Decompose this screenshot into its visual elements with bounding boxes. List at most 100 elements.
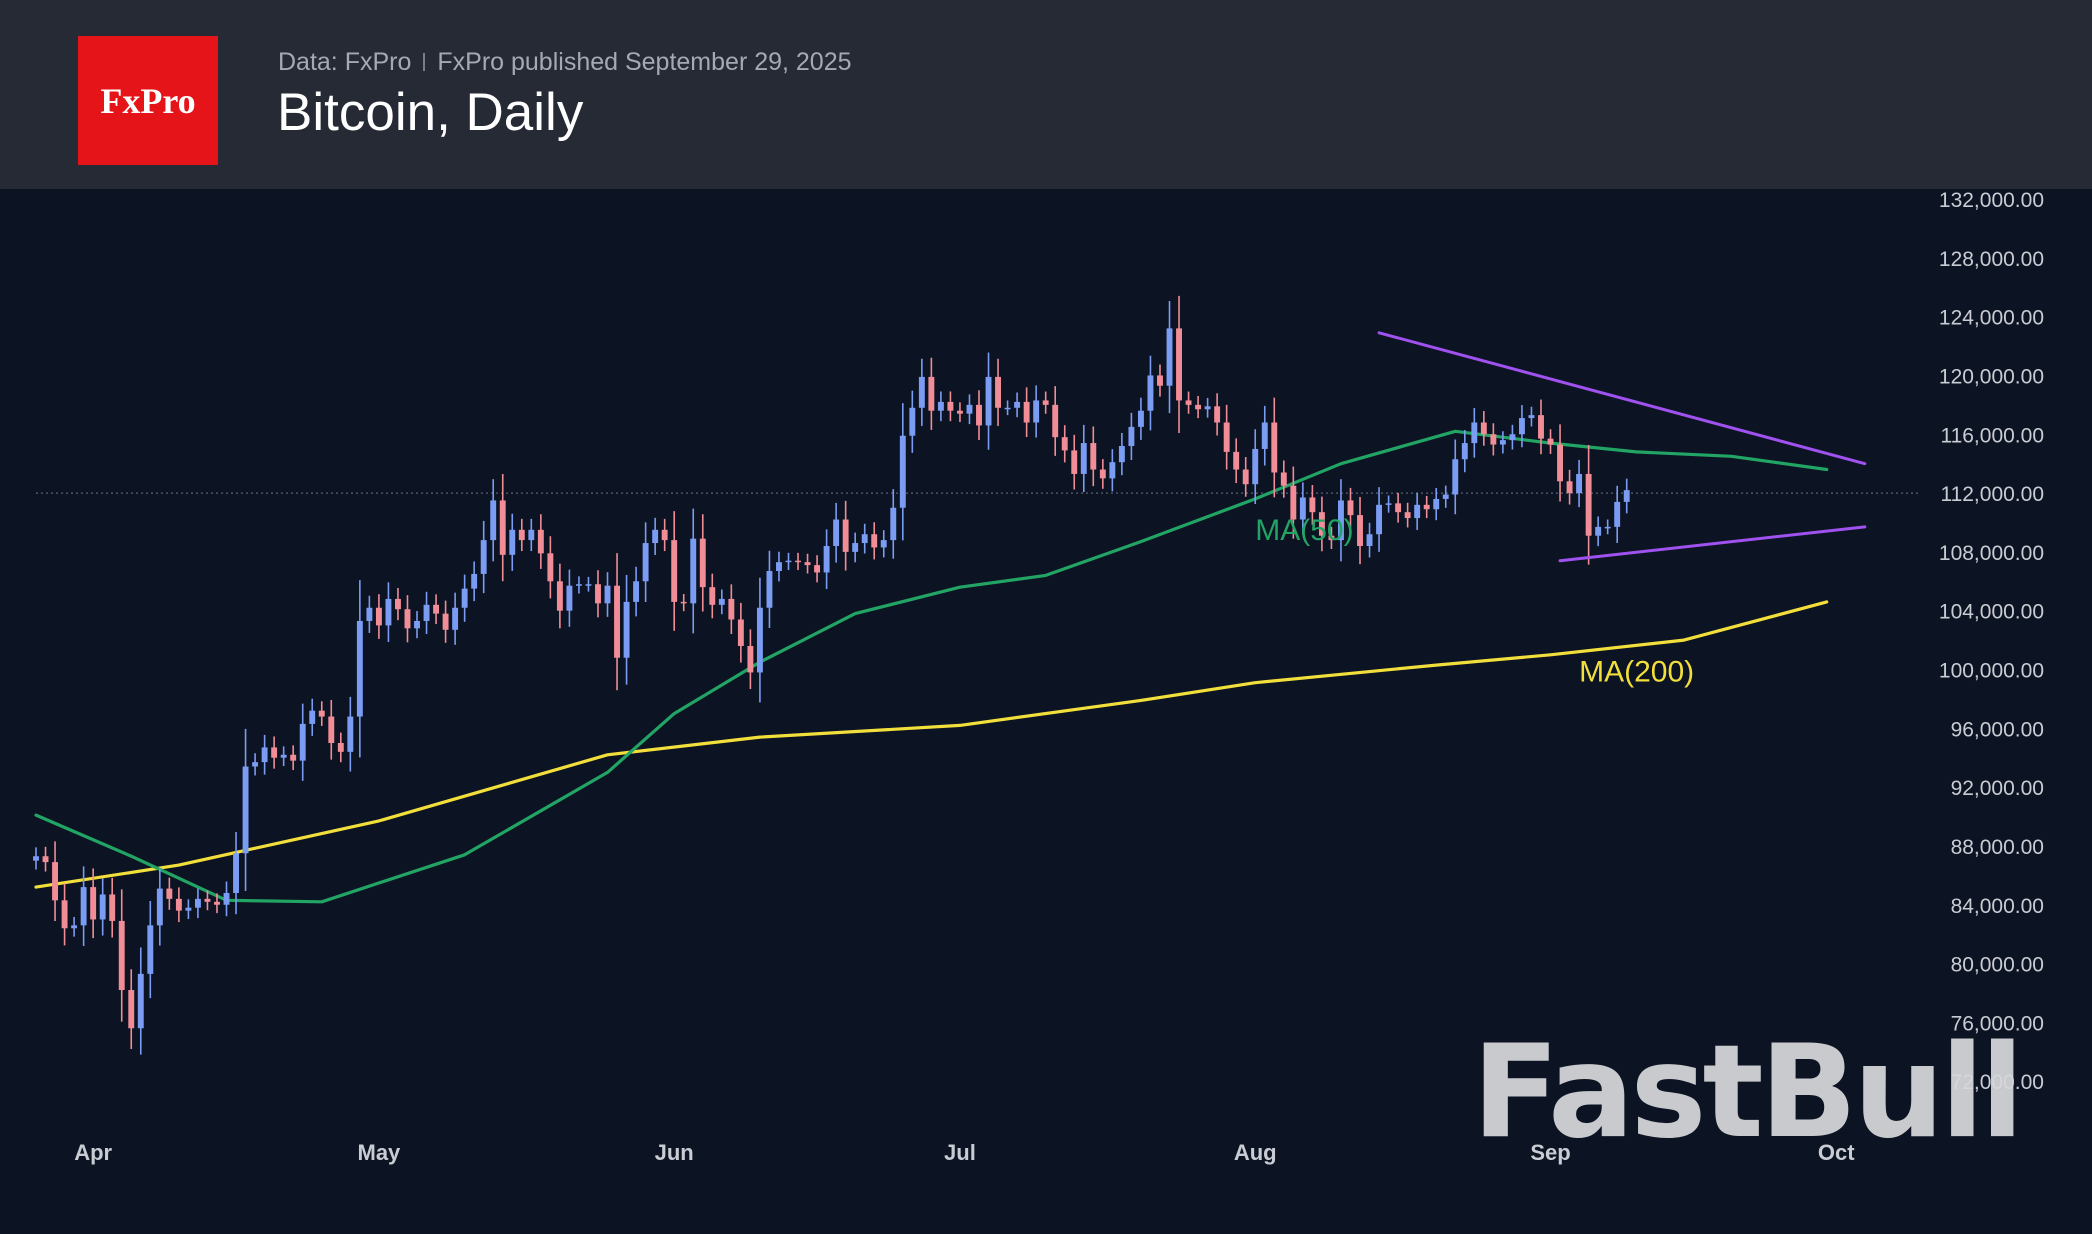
candle-body	[985, 376, 992, 426]
y-tick-label: 76,000.00	[1951, 1012, 2044, 1035]
y-tick-label: 96,000.00	[1951, 718, 2044, 741]
candle-body	[1233, 451, 1240, 470]
candle-body	[156, 888, 163, 926]
candle-body	[299, 723, 306, 761]
ma-annotation: MA(50)	[1255, 514, 1353, 547]
y-tick-label: 112,000.00	[1940, 483, 2044, 506]
candle-body	[1052, 404, 1059, 438]
candle-body	[1071, 450, 1078, 474]
candle-body	[328, 716, 335, 744]
candle-body	[899, 435, 906, 508]
candle-body	[471, 573, 478, 589]
candle-body	[1395, 503, 1402, 513]
candle-body	[871, 534, 878, 548]
y-tick-label: 128,000.00	[1939, 248, 2044, 271]
candle-body	[137, 973, 144, 1029]
candle-body	[118, 920, 125, 991]
candle-body	[1490, 434, 1497, 445]
candle-body	[33, 856, 39, 861]
candle-body	[1157, 375, 1163, 386]
candle-body	[556, 581, 563, 611]
candle-body	[852, 543, 859, 552]
candle-body	[233, 853, 239, 893]
ma200-line	[34, 600, 1829, 889]
candle-body	[528, 529, 535, 541]
logo-text: FxPro	[100, 80, 196, 121]
y-tick-label: 88,000.00	[1951, 836, 2044, 859]
candle-body	[1033, 400, 1040, 423]
candle-body	[1280, 472, 1287, 486]
candle-body	[1242, 469, 1249, 485]
candle-body	[842, 519, 849, 552]
candle-body	[395, 598, 401, 610]
candle-body	[652, 529, 659, 544]
candle-body	[766, 570, 773, 608]
candle-body	[795, 560, 801, 563]
candle-body	[547, 553, 554, 582]
candle-body	[1518, 418, 1525, 435]
candle-body	[1366, 534, 1373, 546]
candle-body	[823, 545, 830, 573]
candle-body	[404, 609, 411, 629]
y-tick-label: 100,000.00	[1939, 660, 2044, 683]
candle-body	[309, 710, 316, 724]
candle-body	[1137, 410, 1144, 427]
candle-body	[1404, 512, 1411, 519]
candle-body	[442, 613, 449, 630]
candle-body	[575, 584, 582, 586]
candle-body	[1547, 438, 1554, 445]
candle-body	[595, 584, 601, 604]
y-tick-label: 80,000.00	[1951, 954, 2044, 977]
candle-body	[1604, 526, 1611, 529]
chart-title: Bitcoin, Daily	[277, 83, 584, 142]
candle-body	[928, 376, 935, 411]
candle-body	[1328, 535, 1335, 541]
y-tick-label: 108,000.00	[1939, 542, 2044, 565]
y-tick-label: 120,000.00	[1939, 365, 2044, 388]
candle-body	[423, 604, 430, 621]
candle-body	[185, 907, 192, 911]
data-source: Data: FxPro	[278, 48, 412, 76]
candle-body	[671, 540, 678, 602]
candle-body	[833, 519, 840, 546]
candle-body	[1204, 406, 1211, 410]
candle-body	[42, 856, 49, 863]
candle-body	[1595, 526, 1602, 536]
candle-body	[918, 376, 925, 408]
candle-body	[1357, 515, 1363, 546]
candle-body	[785, 560, 792, 563]
candle-body	[204, 898, 211, 902]
candle-body	[347, 716, 354, 752]
x-tick-label: Sep	[1530, 1140, 1570, 1165]
candle-body	[433, 604, 440, 614]
candle-body	[1252, 448, 1259, 485]
candle-body	[861, 534, 868, 544]
candle-body	[1128, 426, 1135, 447]
candle-body	[1528, 415, 1535, 419]
y-tick-label: 116,000.00	[1940, 424, 2044, 447]
candle-body	[1023, 401, 1030, 423]
candle-body	[242, 766, 249, 854]
y-tick-label: 124,000.00	[1939, 307, 2044, 330]
candle-body	[537, 529, 544, 554]
candle-body	[1576, 473, 1583, 494]
candle-body	[223, 892, 230, 905]
y-tick-label: 92,000.00	[1951, 777, 2044, 800]
candle-body	[1614, 501, 1621, 527]
candle-body	[1261, 422, 1268, 449]
candle-body	[699, 538, 706, 588]
candle-body	[461, 588, 468, 608]
candle-body	[366, 607, 373, 621]
candle-body	[1385, 503, 1392, 505]
candle-body	[661, 529, 668, 541]
candle-body	[966, 404, 973, 414]
candle-body	[356, 620, 363, 717]
candle-body	[890, 507, 897, 541]
candle-body	[1290, 485, 1297, 520]
candle-body	[128, 990, 135, 1029]
candle-body	[1042, 400, 1049, 405]
candle-body	[52, 862, 59, 901]
candle-body	[804, 562, 811, 566]
header-bar: FxPro Data: FxPro FxPro published Septemb…	[0, 0, 2092, 189]
candle-body	[1557, 444, 1563, 482]
